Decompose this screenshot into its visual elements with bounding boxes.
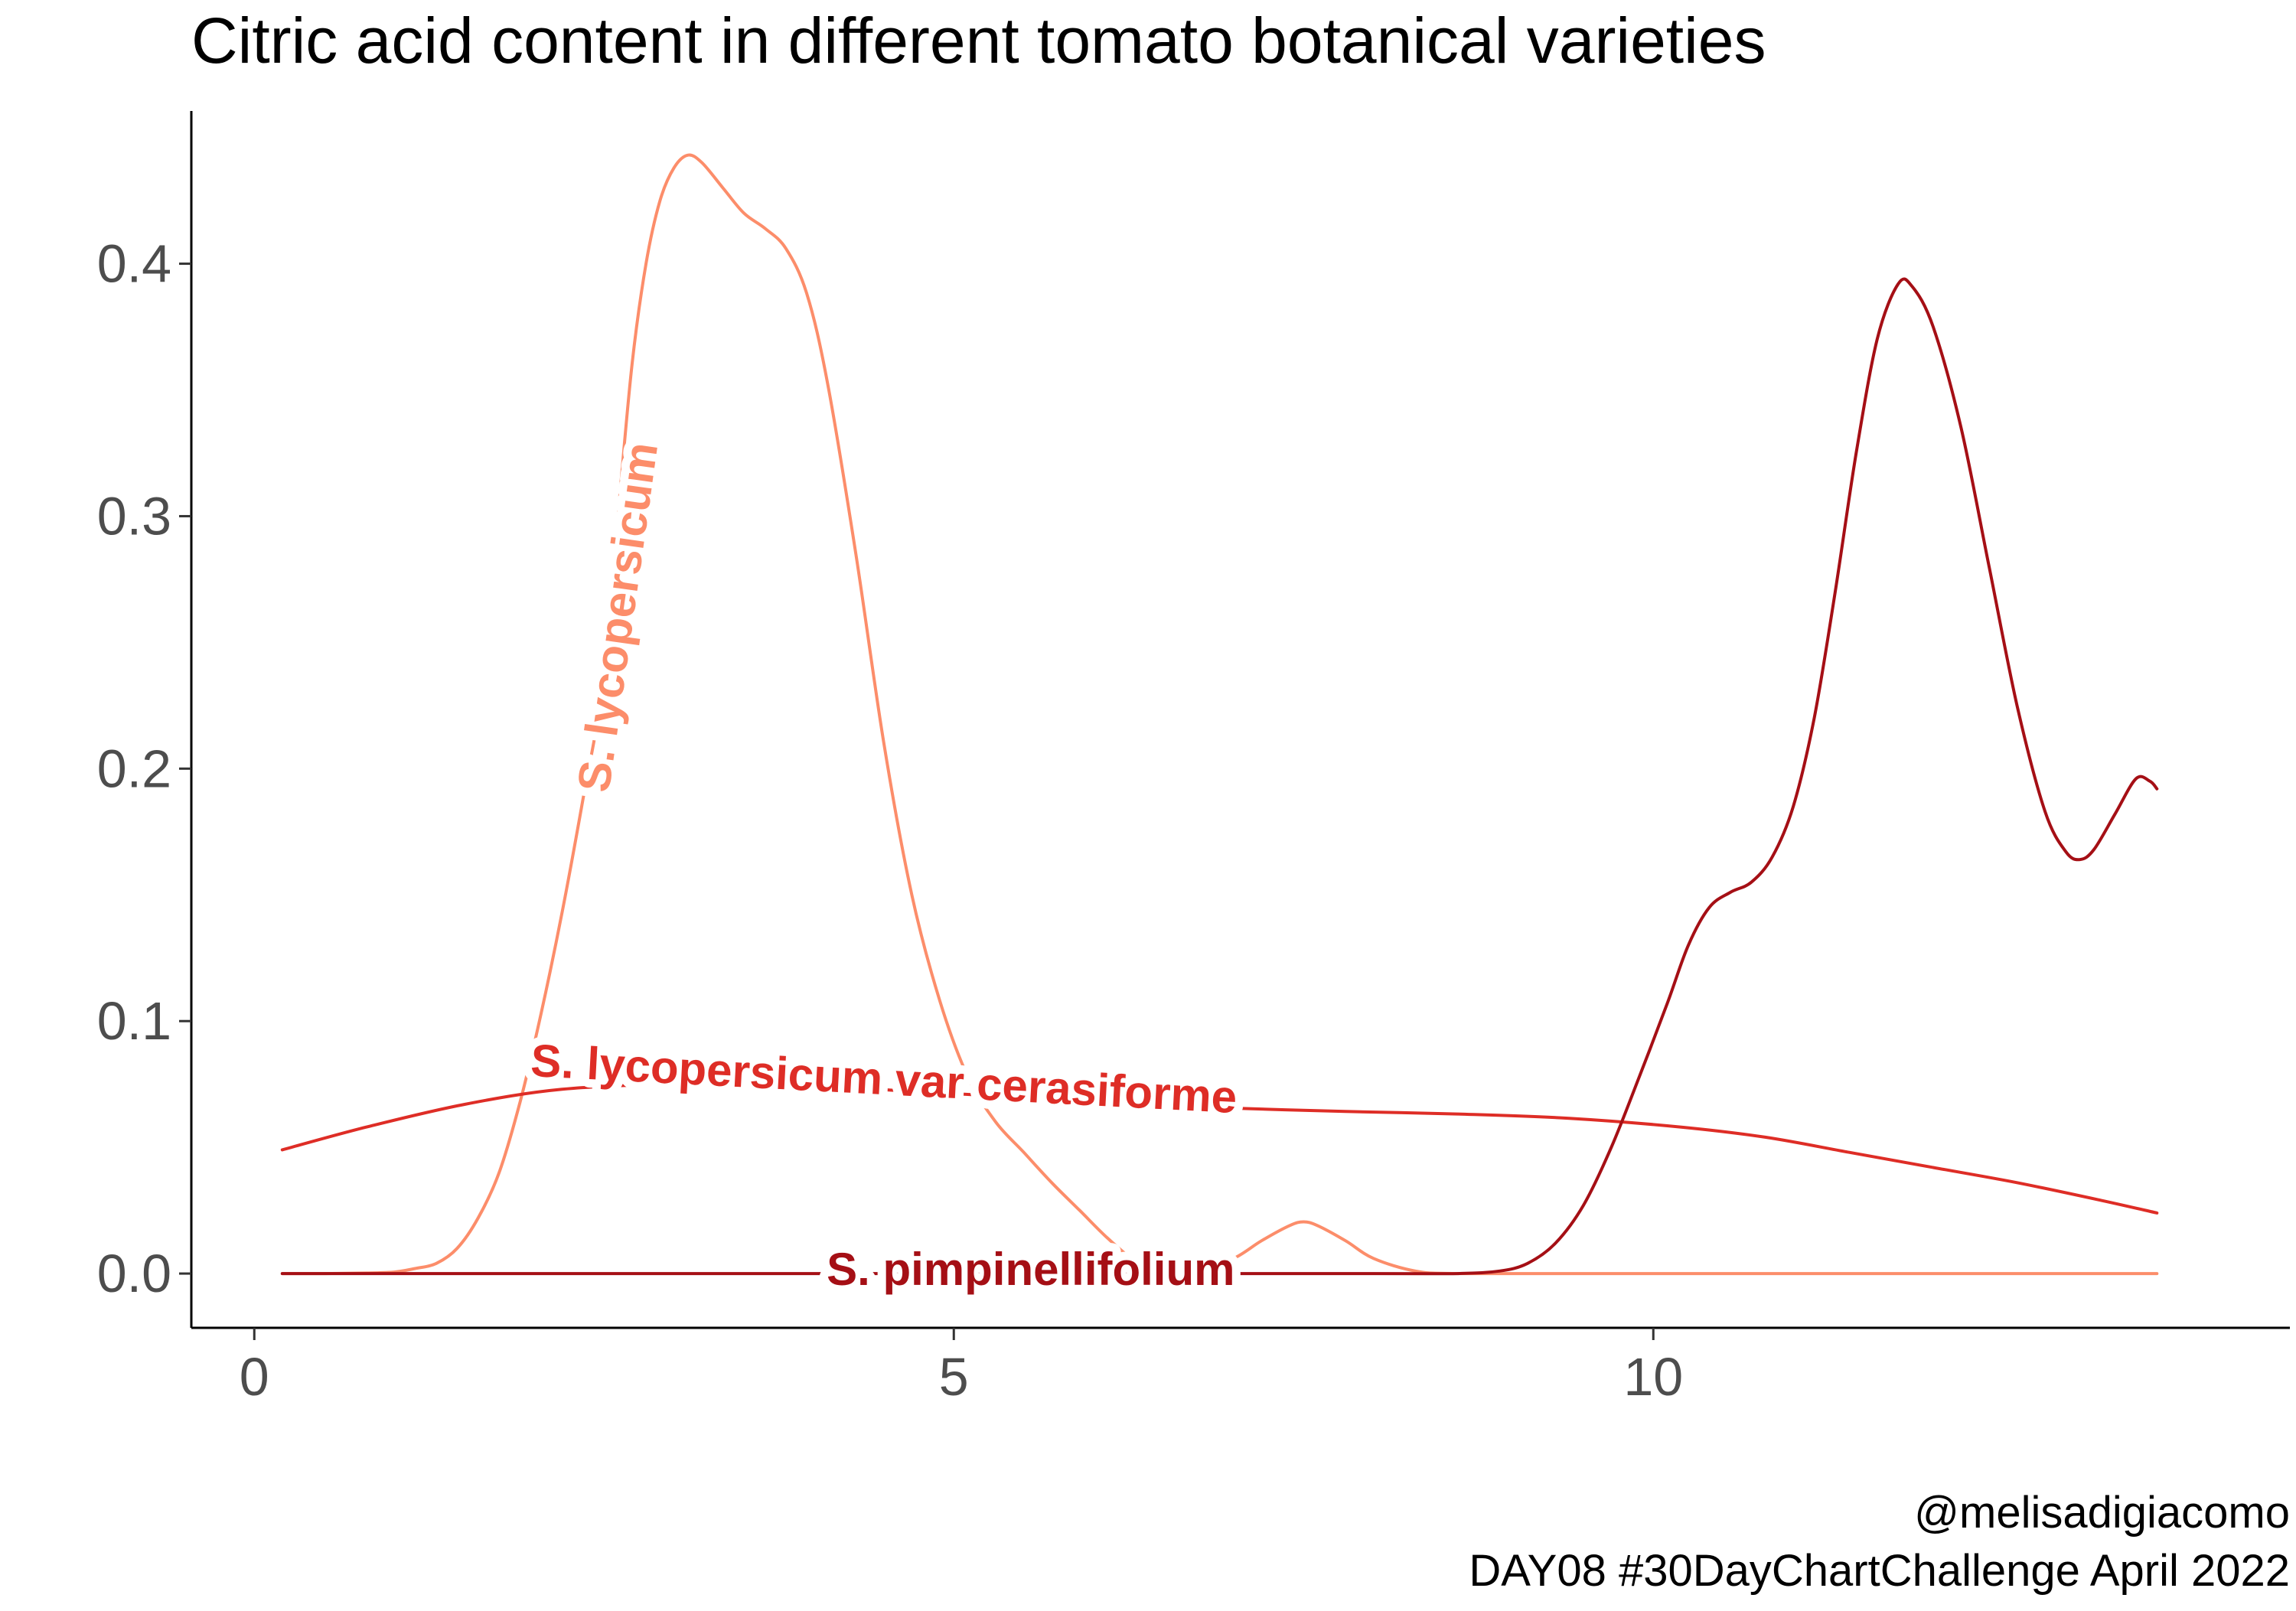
x-tick-label: 10 bbox=[1623, 1347, 1683, 1407]
axes: 0.0 0.1 0.2 0.3 0.4 0 5 10 bbox=[97, 111, 2290, 1407]
series-label-halo: S. pimpinellifolium bbox=[827, 1244, 1234, 1295]
y-tick-label: 0.0 bbox=[97, 1244, 171, 1303]
y-tick-label: 0.4 bbox=[97, 234, 171, 294]
caption-challenge: DAY08 #30DayChartChallenge April 2022 bbox=[1469, 1546, 2290, 1596]
series-label-text: S. lycopersicum var cerasiforme bbox=[530, 1035, 1238, 1123]
series-label-text: S. pimpinellifolium bbox=[827, 1244, 1234, 1295]
y-tick-label: 0.1 bbox=[97, 991, 171, 1051]
series-label-text: S. lycopersicum bbox=[568, 439, 667, 795]
x-tick-label: 0 bbox=[240, 1347, 269, 1407]
series-line-s-lycopersicum bbox=[280, 153, 2159, 1276]
caption-author: @melisadigiacomo bbox=[1914, 1488, 2290, 1538]
y-tick-label: 0.3 bbox=[97, 486, 171, 546]
x-tick-label: 5 bbox=[939, 1347, 969, 1407]
y-tick-label: 0.2 bbox=[97, 739, 171, 798]
series-lines bbox=[280, 153, 2159, 1276]
series-line-s-pimpinellifolium bbox=[280, 277, 2159, 1276]
chart-title: Citric acid content in different tomato … bbox=[191, 5, 1766, 77]
series-line-s-lycopersicum-var-cerasiforme bbox=[280, 1082, 2159, 1215]
